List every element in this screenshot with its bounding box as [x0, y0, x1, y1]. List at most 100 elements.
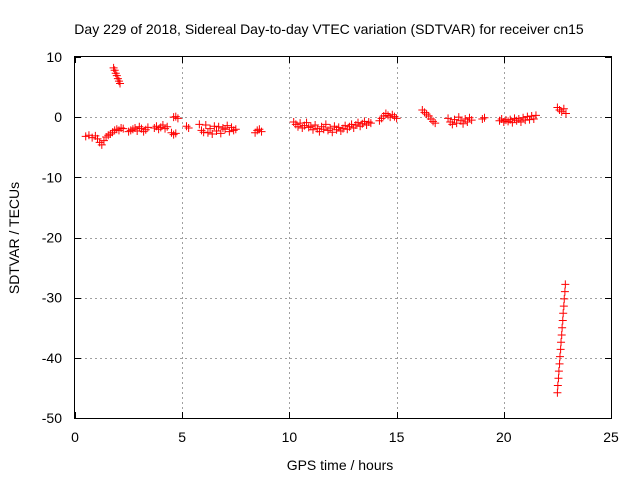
data-point: [454, 113, 463, 122]
data-point: [128, 125, 137, 134]
data-point: [390, 112, 399, 121]
data-point: [512, 116, 521, 125]
data-point: [354, 118, 363, 127]
data-point: [525, 115, 534, 124]
x-tick-label: 5: [178, 429, 186, 445]
data-point: [104, 131, 113, 140]
data-point: [139, 127, 148, 136]
data-point: [218, 123, 227, 132]
y-tick-label: 10: [46, 49, 62, 65]
chart-title: Day 229 of 2018, Sidereal Day-to-day VTE…: [74, 21, 584, 37]
data-point: [99, 136, 108, 145]
data-point: [328, 128, 337, 137]
data-point: [521, 116, 530, 125]
data-point: [93, 134, 102, 143]
data-point: [555, 352, 564, 361]
data-point: [106, 130, 115, 139]
data-point: [560, 287, 569, 296]
data-point: [330, 122, 339, 131]
data-point: [223, 121, 232, 130]
data-point: [167, 128, 176, 137]
y-tick-label: 0: [54, 109, 62, 125]
data-point: [347, 120, 356, 129]
data-point: [422, 110, 431, 119]
data-point: [171, 129, 180, 138]
data-point: [559, 309, 568, 318]
data-point: [112, 125, 121, 134]
data-point: [559, 104, 568, 113]
data-point: [529, 114, 538, 123]
data-point: [173, 114, 182, 123]
data-point: [360, 117, 369, 126]
data-point: [319, 125, 328, 134]
data-point: [126, 126, 135, 135]
y-axis-label: SDTVAR / TECUs: [6, 182, 22, 294]
data-point: [420, 108, 429, 117]
data-point: [210, 122, 219, 131]
data-point: [296, 119, 305, 128]
data-point: [450, 115, 459, 124]
data-point: [321, 120, 330, 129]
data-point: [171, 112, 180, 121]
data-point: [366, 119, 375, 128]
data-point: [214, 122, 223, 131]
data-point: [161, 124, 170, 133]
data-point: [384, 111, 393, 120]
data-point: [135, 122, 144, 131]
data-point: [163, 122, 172, 131]
data-point: [195, 120, 204, 129]
data-point: [253, 126, 262, 135]
x-axis-label: GPS time / hours: [287, 457, 394, 473]
data-point: [225, 127, 234, 136]
data-point: [154, 125, 163, 134]
data-point: [302, 118, 311, 127]
x-tick-label: 25: [603, 429, 619, 445]
data-point: [308, 125, 317, 134]
data-point: [257, 127, 266, 136]
data-point: [334, 123, 343, 132]
data-point: [516, 117, 525, 126]
data-point: [555, 105, 564, 114]
data-point: [306, 122, 315, 131]
data-point: [119, 124, 128, 133]
data-point: [116, 79, 125, 88]
data-point: [150, 123, 159, 132]
data-point: [554, 374, 563, 383]
data-point: [197, 126, 206, 135]
x-tick-label: 20: [496, 429, 512, 445]
data-point: [495, 116, 504, 125]
y-tick-label: -30: [42, 290, 62, 306]
data-point: [388, 110, 397, 119]
data-point: [504, 117, 513, 126]
data-point: [561, 280, 570, 289]
y-tick-label: -50: [42, 410, 62, 426]
data-point: [553, 388, 562, 397]
x-tick-label: 0: [71, 429, 79, 445]
data-point: [381, 109, 390, 118]
data-point: [199, 128, 208, 137]
axis-ticks: 0 5 10 15 20 25 -50 -40 -30 -20 -10 0 10: [42, 49, 619, 445]
data-point: [216, 129, 225, 138]
data-point: [554, 367, 563, 376]
data-point: [431, 119, 440, 128]
data-point: [508, 118, 517, 127]
data-point: [364, 117, 373, 126]
data-point: [212, 127, 221, 136]
data-point: [459, 119, 468, 128]
data-point: [231, 125, 240, 134]
data-point: [478, 114, 487, 123]
data-point: [556, 345, 565, 354]
data-point: [501, 116, 510, 125]
data-point: [559, 302, 568, 311]
data-point: [117, 123, 126, 132]
data-point: [480, 113, 489, 122]
data-point: [184, 123, 193, 132]
y-tick-label: -20: [42, 230, 62, 246]
data-point: [81, 132, 90, 141]
data-point: [499, 117, 508, 126]
data-point: [102, 133, 111, 142]
x-tick-label: 15: [389, 429, 405, 445]
data-point: [158, 120, 167, 129]
y-tick-label: -40: [42, 350, 62, 366]
